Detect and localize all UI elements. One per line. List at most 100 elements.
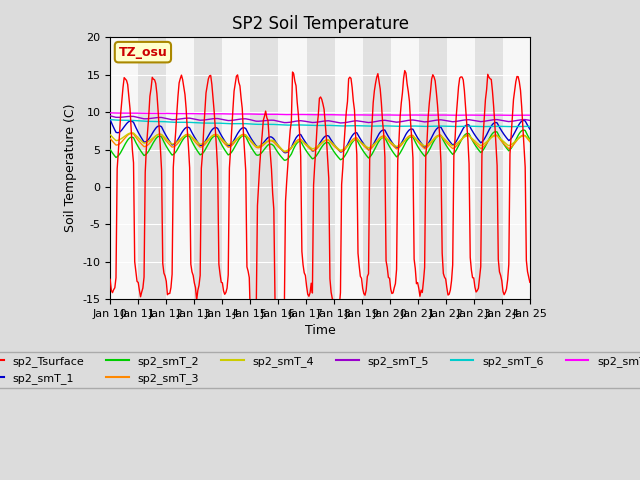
sp2_smT_5 [157, 115, 165, 120]
sp2_smT_2 [520, 127, 528, 133]
sp2_smT_7 [157, 110, 165, 116]
Bar [475, 37, 503, 299]
sp2_smT_7 [526, 112, 534, 118]
sp2_smT_6 [526, 123, 534, 129]
Line: sp2_smT_5: sp2_smT_5 [110, 116, 530, 123]
sp2_Tsurface [291, 78, 299, 84]
sp2_smT_2 [232, 143, 239, 149]
sp2_smT_3 [253, 145, 261, 151]
Bar [391, 37, 419, 299]
sp2_smT_7 [290, 112, 298, 118]
sp2_smT_3 [292, 139, 300, 144]
sp2_smT_1 [504, 136, 511, 142]
sp2_smT_6 [245, 121, 253, 127]
Bar [222, 37, 250, 299]
Bar [307, 37, 335, 299]
sp2_smT_1 [291, 137, 299, 143]
sp2_Tsurface [245, 275, 253, 280]
sp2_smT_4 [505, 143, 513, 149]
sp2_smT_2 [157, 134, 165, 140]
Legend: sp2_Tsurface, sp2_smT_1, sp2_smT_2, sp2_smT_3, sp2_smT_4, sp2_smT_5, sp2_smT_6, : sp2_Tsurface, sp2_smT_1, sp2_smT_2, sp2_… [0, 352, 640, 388]
Line: sp2_smT_4: sp2_smT_4 [110, 133, 530, 151]
sp2_smT_3 [282, 149, 289, 155]
sp2_smT_3 [127, 131, 135, 136]
sp2_smT_6 [252, 121, 260, 127]
sp2_smT_5 [245, 117, 253, 122]
sp2_smT_7 [232, 111, 239, 117]
sp2_smT_4 [246, 137, 254, 143]
sp2_smT_4 [280, 148, 288, 154]
sp2_smT_7 [252, 111, 260, 117]
sp2_smT_1 [282, 150, 289, 156]
Line: sp2_smT_6: sp2_smT_6 [110, 120, 530, 127]
sp2_smT_5 [504, 119, 511, 124]
sp2_smT_4 [232, 136, 240, 142]
sp2_smT_4 [292, 140, 300, 145]
X-axis label: Time: Time [305, 324, 335, 337]
sp2_smT_6 [157, 119, 165, 124]
sp2_smT_2 [291, 144, 299, 149]
sp2_smT_6 [106, 117, 114, 122]
sp2_smT_2 [106, 146, 114, 152]
Line: sp2_smT_1: sp2_smT_1 [110, 120, 530, 153]
sp2_Tsurface [232, 81, 239, 86]
sp2_smT_4 [106, 132, 114, 137]
sp2_smT_7 [106, 110, 114, 116]
Line: sp2_smT_7: sp2_smT_7 [110, 113, 530, 115]
sp2_smT_3 [505, 146, 513, 152]
Title: SP2 Soil Temperature: SP2 Soil Temperature [232, 15, 408, 33]
Bar [278, 37, 307, 299]
sp2_Tsurface [505, 262, 513, 267]
sp2_smT_6 [232, 121, 239, 127]
sp2_smT_2 [504, 146, 511, 152]
Bar [503, 37, 530, 299]
sp2_smT_6 [290, 122, 298, 128]
sp2_smT_1 [245, 132, 253, 138]
Bar [363, 37, 391, 299]
sp2_smT_5 [106, 113, 114, 119]
sp2_smT_3 [526, 139, 534, 144]
sp2_smT_3 [232, 137, 240, 143]
sp2_smT_7 [245, 111, 253, 117]
sp2_smT_4 [526, 137, 534, 143]
sp2_smT_7 [505, 112, 513, 118]
Bar [138, 37, 166, 299]
sp2_smT_5 [252, 118, 260, 124]
sp2_smT_2 [526, 136, 534, 142]
sp2_smT_4 [159, 132, 166, 138]
Bar [335, 37, 363, 299]
Bar [195, 37, 222, 299]
sp2_smT_3 [159, 133, 166, 139]
sp2_smT_6 [502, 124, 510, 130]
sp2_smT_4 [253, 144, 261, 149]
Bar [447, 37, 475, 299]
sp2_smT_5 [526, 118, 534, 123]
sp2_Tsurface [157, 168, 165, 174]
sp2_smT_3 [106, 135, 114, 141]
sp2_smT_5 [290, 119, 298, 124]
Line: sp2_Tsurface: sp2_Tsurface [110, 71, 530, 335]
sp2_Tsurface [106, 276, 114, 282]
Line: sp2_smT_3: sp2_smT_3 [110, 133, 530, 152]
sp2_Tsurface [277, 332, 285, 337]
sp2_smT_1 [157, 124, 165, 130]
sp2_smT_4 [129, 130, 136, 136]
sp2_smT_1 [526, 126, 534, 132]
Bar [419, 37, 447, 299]
sp2_smT_3 [246, 138, 254, 144]
sp2_Tsurface [252, 303, 260, 309]
Bar [250, 37, 278, 299]
sp2_smT_5 [337, 120, 344, 126]
sp2_smT_5 [232, 117, 239, 123]
Bar [110, 37, 138, 299]
sp2_Tsurface [526, 279, 534, 285]
sp2_smT_2 [252, 152, 260, 158]
sp2_smT_2 [245, 141, 253, 147]
Bar [166, 37, 195, 299]
sp2_smT_7 [502, 112, 510, 118]
sp2_smT_6 [505, 124, 513, 130]
sp2_smT_1 [252, 143, 260, 149]
sp2_smT_1 [106, 117, 114, 122]
sp2_smT_1 [232, 135, 239, 141]
sp2_Tsurface [401, 68, 408, 73]
